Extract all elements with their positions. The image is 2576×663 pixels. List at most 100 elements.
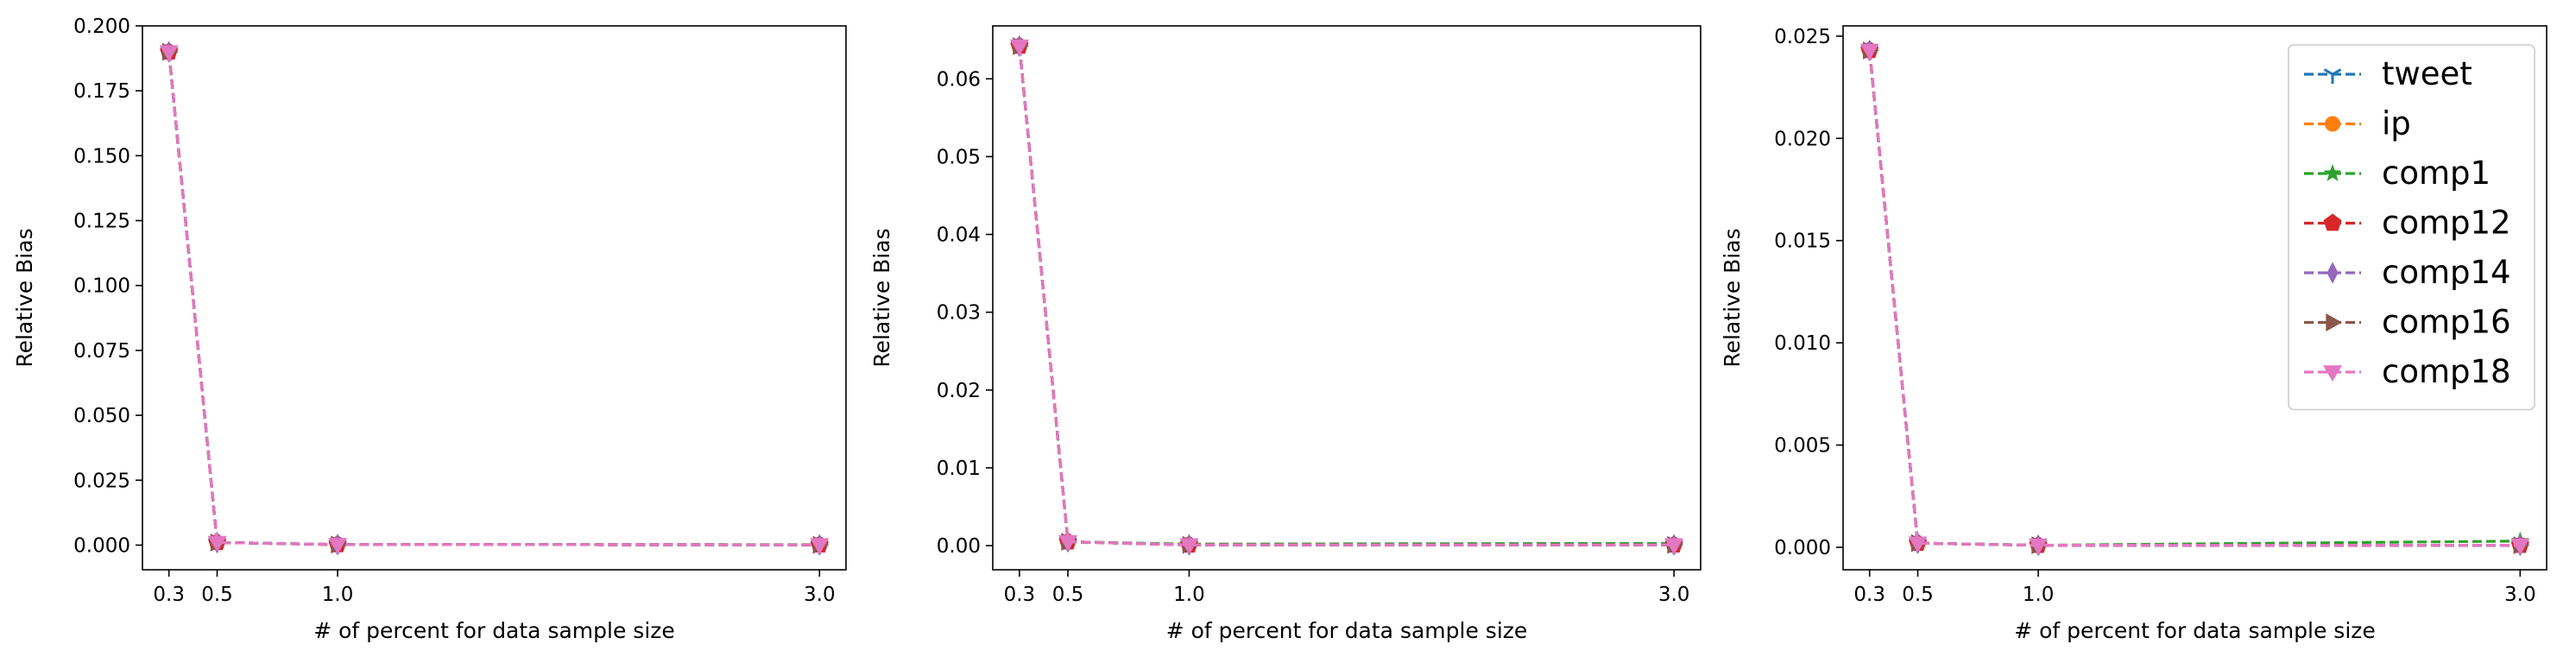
axes-frame — [1842, 25, 2548, 571]
y-axis-label: Relative Bias — [869, 228, 894, 367]
data-point-comp18 — [1664, 538, 1684, 555]
legend-entry-comp12: comp12 — [2304, 205, 2511, 242]
legend-entry-tweet: tweet — [2304, 55, 2472, 92]
legend-entry-comp16: comp16 — [2304, 304, 2511, 341]
legend-marker — [2323, 68, 2342, 84]
series-comp1 — [1010, 36, 1683, 552]
y-tick-label: 0.000 — [73, 534, 130, 557]
series-comp12 — [160, 42, 829, 552]
y-tick-label: 0.03 — [937, 302, 981, 325]
series-line-comp16 — [167, 51, 820, 546]
y-axis-label: Relative Bias — [12, 228, 37, 367]
y-tick-label: 0.150 — [73, 145, 130, 167]
y-tick-label: 0.010 — [1774, 332, 1831, 355]
x-tick-label: 3.0 — [1658, 584, 1690, 606]
legend-entry-ip: ip — [2304, 105, 2411, 142]
y-tick-label: 0.175 — [73, 80, 130, 103]
x-tick-label: 0.5 — [201, 584, 233, 606]
y-tick-label: 0.015 — [1774, 230, 1831, 253]
series-line-comp18 — [167, 51, 820, 546]
y-tick-label: 0.00 — [937, 535, 981, 558]
legend-marker — [2323, 213, 2342, 231]
data-point-comp18 — [1058, 534, 1078, 552]
subplot-2: 0.00 0.01 0.02 0.03 0.04 0.05 0.06 0.3 0.5 1.0 3.0… — [869, 25, 1702, 643]
legend-label: comp12 — [2382, 205, 2511, 242]
x-tick-label: 1.0 — [1173, 584, 1205, 606]
legend-label: ip — [2382, 105, 2411, 142]
series-comp12 — [1010, 36, 1683, 553]
series-comp14 — [1013, 35, 1680, 556]
legend-marker — [2323, 164, 2342, 181]
data-point-comp18 — [1908, 536, 1928, 553]
x-tick-label: 0.3 — [1853, 584, 1885, 606]
legend: tweet ip comp1 comp12 comp14 comp16 comp18 — [2288, 44, 2535, 411]
legend-marker — [2323, 365, 2342, 382]
legend-marker — [2325, 116, 2340, 132]
data-point-comp18 — [1859, 43, 1879, 60]
x-tick-label: 1.0 — [322, 584, 354, 606]
y-tick-label: 0.125 — [73, 211, 130, 233]
data-point-comp18 — [328, 538, 348, 554]
series-tweet — [1010, 40, 1683, 555]
series-line-comp12 — [167, 51, 820, 546]
series-line-tweet — [1018, 46, 1675, 546]
series-line-comp18 — [1018, 46, 1675, 546]
series-comp18 — [1009, 39, 1684, 555]
data-point-comp18 — [207, 535, 227, 552]
y-tick-label: 0.04 — [937, 224, 981, 247]
data-point-comp18 — [2029, 538, 2049, 555]
series-ip — [1011, 38, 1683, 553]
series-comp16 — [162, 42, 830, 554]
x-tick-label: 0.5 — [1902, 584, 1934, 606]
legend-label: tweet — [2382, 55, 2472, 92]
subplot-3: 0.000 0.005 0.010 0.015 0.020 0.025 0.3 0.5 1.0 3… — [1720, 25, 2548, 643]
axes-frame — [142, 25, 847, 571]
series-line-ip — [1018, 46, 1675, 546]
series-comp14 — [163, 41, 825, 556]
series-line-comp14 — [1018, 46, 1675, 546]
legend-label: comp14 — [2382, 254, 2511, 291]
series-line-comp14 — [167, 51, 820, 546]
x-tick-label: 0.5 — [1052, 584, 1084, 606]
series-line-comp18 — [1868, 50, 2521, 547]
series-line-tweet — [167, 51, 820, 546]
legend-marker-stroke — [2332, 68, 2342, 76]
legend-label: comp18 — [2382, 353, 2511, 390]
y-tick-label: 0.025 — [1774, 26, 1831, 48]
data-point-comp18 — [2510, 538, 2530, 555]
legend-label: comp1 — [2382, 155, 2491, 192]
series-comp16 — [1013, 36, 1684, 554]
series-comp1 — [160, 42, 829, 552]
y-tick-label: 0.01 — [937, 458, 981, 480]
legend-label: comp16 — [2382, 304, 2511, 341]
data-point-comp18 — [1009, 39, 1029, 56]
series-line-comp1 — [167, 51, 820, 546]
y-tick-label: 0.100 — [73, 275, 130, 298]
legend-marker-stroke — [2323, 68, 2333, 76]
x-tick-label: 0.3 — [1004, 584, 1036, 606]
y-tick-label: 0.05 — [937, 146, 981, 168]
y-axis-label: Relative Bias — [1720, 228, 1745, 367]
series-comp18 — [1859, 43, 2530, 555]
y-tick-label: 0.020 — [1774, 128, 1831, 150]
y-tick-label: 0.005 — [1774, 435, 1831, 458]
x-tick-label: 3.0 — [2504, 584, 2536, 606]
legend-box — [2288, 44, 2535, 411]
x-tick-label: 0.3 — [153, 584, 185, 606]
series-tweet — [160, 46, 829, 555]
data-point-comp18 — [1179, 538, 1199, 555]
y-tick-label: 0.06 — [937, 68, 981, 91]
legend-marker — [2326, 313, 2342, 332]
legend-marker — [2327, 262, 2339, 284]
series-line-ip — [167, 51, 820, 546]
x-axis-label: # of percent for data sample size — [2014, 618, 2376, 643]
y-tick-label: 0.075 — [73, 340, 130, 363]
axes-frame — [992, 25, 1702, 571]
series-line-comp1 — [1018, 46, 1675, 546]
x-tick-label: 1.0 — [2023, 584, 2055, 606]
x-axis-label: # of percent for data sample size — [313, 618, 675, 643]
y-tick-label: 0.200 — [73, 16, 130, 38]
data-point-comp18 — [159, 45, 179, 62]
y-tick-label: 0.050 — [73, 405, 130, 427]
